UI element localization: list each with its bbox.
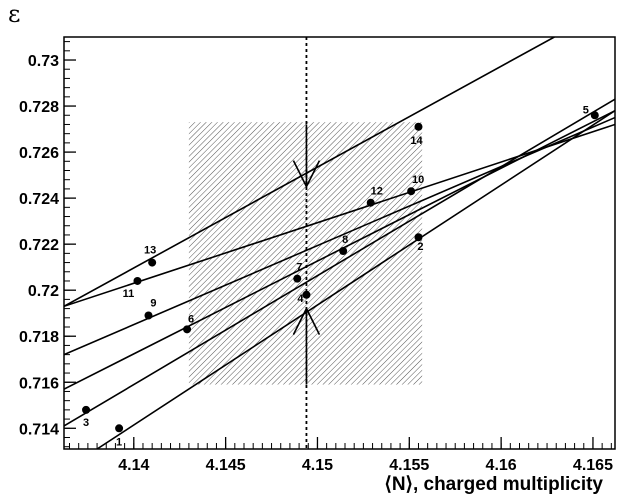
point-label-1: 1 [116, 436, 122, 448]
data-point-4 [302, 290, 311, 299]
data-point-12 [366, 198, 375, 207]
point-label-5: 5 [583, 104, 589, 116]
axes: 4.14 4.145 4.15 4.155 4.16 4.165 0.714 0.716 0.7… [19, 36, 616, 474]
fit-line-6 [96, 109, 615, 449]
arrow-head-1 [292, 160, 321, 189]
data-point-9 [144, 311, 153, 320]
point-label-9: 9 [150, 298, 156, 310]
point-label-10: 10 [412, 174, 424, 186]
y-tick-label: 0.72 [28, 283, 59, 300]
y-axis-label: ε [8, 0, 20, 28]
point-label-2: 2 [417, 241, 423, 253]
data-point-8 [339, 247, 348, 256]
x-axis-label: ⟨N⟩, charged multiplicity [384, 474, 603, 495]
x-tick-label: 4.155 [389, 457, 429, 474]
point-label-3: 3 [83, 417, 89, 429]
y-tick-label: 0.726 [19, 145, 59, 162]
point-label-8: 8 [342, 234, 348, 246]
data-point-13 [148, 258, 157, 267]
highlight-band-layer [188, 122, 423, 385]
plot-frame [63, 36, 616, 450]
point-label-7: 7 [296, 262, 302, 274]
data-point-5 [590, 111, 599, 120]
y-tick-label: 0.73 [28, 53, 59, 70]
point-label-12: 12 [371, 186, 383, 198]
y-tick-label: 0.716 [19, 375, 59, 392]
y-tick-label: 0.728 [19, 99, 59, 116]
point-label-11: 11 [123, 288, 135, 300]
data-point-14 [414, 122, 423, 131]
hatched-band [188, 122, 423, 385]
x-tick-label: 4.165 [573, 457, 613, 474]
data-point-7 [293, 274, 302, 283]
arrow-head-2 [292, 306, 321, 335]
point-label-14: 14 [410, 135, 423, 147]
fit-line-1 [64, 37, 555, 307]
point-label-4: 4 [297, 293, 304, 305]
data-point-3 [82, 405, 91, 414]
x-tick-label: 4.16 [486, 457, 517, 474]
y-tick-label: 0.722 [19, 237, 59, 254]
y-tick-label: 0.724 [19, 191, 59, 208]
point-label-13: 13 [144, 245, 156, 257]
vertical-marker-layer [292, 37, 321, 449]
fit-line-5 [64, 98, 615, 427]
data-point-2 [414, 233, 423, 242]
data-point-11 [133, 276, 142, 285]
y-tick-label: 0.718 [19, 329, 59, 346]
x-tick-label: 4.145 [206, 457, 246, 474]
x-tick-label: 4.15 [302, 457, 333, 474]
data-point-1 [115, 424, 124, 433]
point-label-6: 6 [188, 313, 194, 325]
x-tick-label: 4.14 [118, 457, 149, 474]
y-tick-label: 0.714 [19, 421, 59, 438]
data-point-6 [183, 325, 192, 334]
fit-line-2 [64, 123, 615, 308]
data-point-10 [407, 187, 416, 196]
